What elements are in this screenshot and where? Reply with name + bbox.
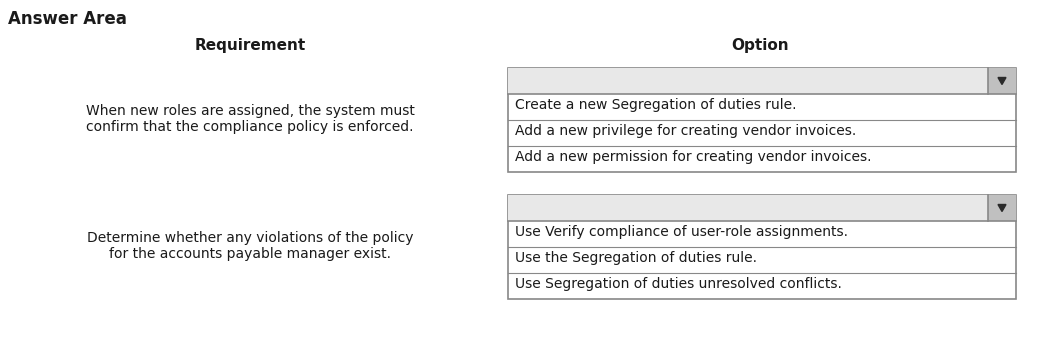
- Text: Option: Option: [731, 38, 789, 53]
- Bar: [988, 68, 1016, 94]
- Bar: [508, 68, 1016, 94]
- Text: Add a new permission for creating vendor invoices.: Add a new permission for creating vendor…: [515, 150, 872, 164]
- Text: confirm that the compliance policy is enforced.: confirm that the compliance policy is en…: [87, 120, 413, 134]
- Bar: [988, 195, 1016, 221]
- Text: Answer Area: Answer Area: [8, 10, 127, 28]
- Text: Determine whether any violations of the policy: Determine whether any violations of the …: [87, 231, 413, 245]
- Text: When new roles are assigned, the system must: When new roles are assigned, the system …: [86, 104, 414, 118]
- Text: for the accounts payable manager exist.: for the accounts payable manager exist.: [109, 247, 392, 261]
- Text: Requirement: Requirement: [194, 38, 306, 53]
- Text: Add a new privilege for creating vendor invoices.: Add a new privilege for creating vendor …: [515, 124, 856, 138]
- Text: Use Segregation of duties unresolved conflicts.: Use Segregation of duties unresolved con…: [515, 277, 841, 291]
- Bar: [508, 195, 1016, 221]
- Bar: [508, 195, 1016, 299]
- Bar: [508, 68, 1016, 172]
- Text: Use the Segregation of duties rule.: Use the Segregation of duties rule.: [515, 251, 757, 265]
- Text: Create a new Segregation of duties rule.: Create a new Segregation of duties rule.: [515, 98, 797, 112]
- Polygon shape: [998, 204, 1006, 211]
- Polygon shape: [998, 78, 1006, 84]
- Text: Use Verify compliance of user-role assignments.: Use Verify compliance of user-role assig…: [515, 225, 848, 239]
